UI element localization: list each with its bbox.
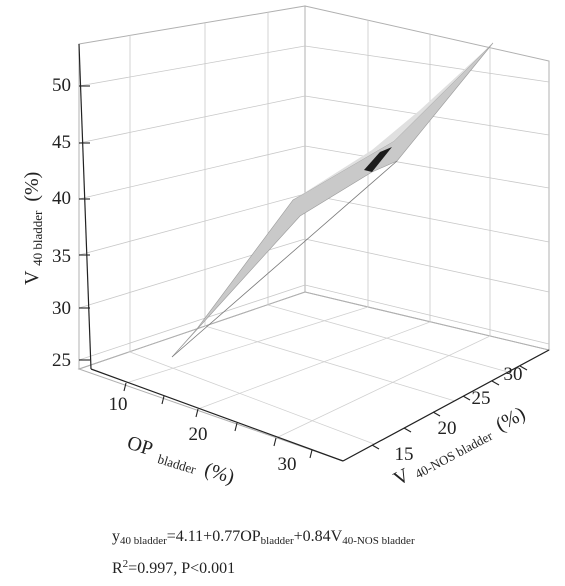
z-tick-label: 25 (52, 350, 71, 371)
tick-marks (79, 85, 528, 459)
grid-line (78, 145, 306, 200)
z-axis-label-main: V (21, 270, 43, 285)
x-tick-label: 10 (109, 394, 128, 415)
grid-line (78, 238, 306, 309)
x-axis-label-unit: (%) (202, 459, 237, 489)
equation-part-2: +0.84V (293, 528, 343, 545)
grid-line (78, 193, 306, 256)
grid-line (304, 238, 550, 293)
x-tick-mark (161, 395, 165, 405)
axes (78, 43, 550, 462)
surface-front-edge (171, 160, 398, 358)
grid-line (267, 304, 509, 373)
x-tick-label: 20 (189, 424, 208, 445)
y-tick-label: 15 (395, 444, 414, 465)
equation-y: y (112, 528, 120, 545)
z-tick-label: 45 (52, 132, 71, 153)
back-left-wall (78, 5, 306, 370)
fit-statistics-values: =0.997, P<0.001 (128, 560, 236, 577)
equation-v-subscript: 40-NOS bladder (342, 535, 415, 547)
y-axis-label-main: V (390, 464, 414, 490)
equation-y-subscript: 40 bladder (120, 535, 167, 547)
y-tick-mark (432, 411, 441, 417)
z-tick-label: 40 (52, 188, 71, 209)
x-tick-label: 30 (278, 454, 297, 475)
z-axis-label-unit: (%) (21, 172, 43, 202)
x-tick-mark (195, 408, 199, 418)
x-tick-mark (123, 382, 127, 392)
x-axis-label: OP bladder (%) (123, 432, 238, 491)
x-axis-line (90, 368, 344, 462)
grid-line (304, 284, 550, 345)
regression-surface (171, 42, 494, 358)
grid-line (78, 45, 306, 87)
y-tick-mark (491, 380, 500, 386)
x-tick-labels: 10 20 30 (109, 394, 297, 475)
x-tick-mark (273, 437, 277, 447)
z-axis-label-sub: 40 bladder (30, 210, 45, 266)
z-tick-label: 30 (52, 298, 71, 319)
grid-line (304, 45, 550, 83)
grid-line (304, 193, 550, 243)
z-axis-label: V 40 bladder (%) (21, 172, 47, 285)
r-squared-exponent: 2 (122, 558, 129, 570)
y-tick-mark (371, 444, 380, 450)
grid-line (125, 306, 369, 384)
z-tick-label: 50 (52, 75, 71, 96)
y-tick-label: 25 (472, 388, 491, 409)
y-axis-label-unit: (%) (492, 403, 529, 437)
grid-line (197, 321, 431, 410)
y-tick-label: 20 (438, 418, 457, 439)
x-axis-label-sub: bladder (156, 451, 198, 477)
x-tick-mark (309, 449, 313, 459)
x-axis-label-main: OP (125, 432, 156, 460)
grid-line (304, 145, 550, 189)
y-tick-mark (462, 395, 471, 401)
y-tick-labels: 15 20 25 30 (395, 364, 523, 465)
equation-op-subscript: bladder (260, 535, 294, 547)
grid-line (78, 284, 306, 361)
x-tick-mark (234, 422, 238, 432)
y-tick-label: 30 (504, 364, 523, 385)
equation-part-1: =4.11+0.77OP (166, 528, 261, 545)
grid-line (204, 325, 456, 402)
y-tick-mark (519, 365, 528, 371)
z-tick-labels: 25 30 35 40 45 50 (52, 75, 71, 371)
z-tick-label: 35 (52, 246, 71, 267)
grid-line (275, 335, 491, 439)
z-axis-line (78, 43, 92, 370)
surface-dark-edge (364, 147, 392, 172)
grid-line (78, 95, 306, 144)
r-squared-symbol: R (112, 560, 123, 577)
fit-statistics: R2=0.997, P<0.001 (112, 558, 235, 578)
regression-equation: y40 bladder=4.11+0.77OPbladder+0.84V40-N… (112, 528, 415, 547)
y-tick-mark (403, 427, 412, 433)
grid-line (129, 351, 375, 445)
surface-plot: 25 30 35 40 45 50 10 20 30 15 20 25 30 V… (21, 5, 551, 491)
grid-lines (78, 12, 550, 445)
y-axis-line (342, 349, 550, 462)
